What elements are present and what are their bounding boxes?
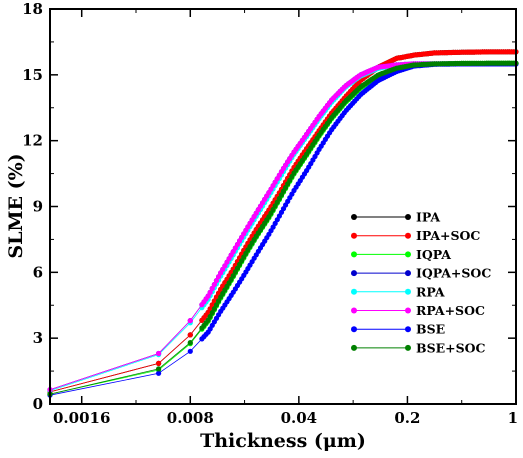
data-point [213, 294, 220, 300]
legend-label: BSE+SOC [416, 340, 486, 355]
legend-item: BSE [351, 322, 445, 337]
y-tick-label: 6 [33, 263, 43, 281]
legend-swatch-dot [405, 344, 411, 351]
y-tick-label: 18 [22, 0, 43, 18]
data-point [230, 273, 236, 279]
legend: IPA IPA+SOC IQPA IQPA+SOC RPA RPA+SOC BSE BSE+S… [351, 210, 491, 355]
data-point [209, 285, 215, 291]
legend-swatch-dot [405, 288, 411, 295]
legend-label: IQPA+SOC [416, 266, 491, 281]
legend-item: BSE+SOC [351, 340, 486, 355]
legend-label: BSE [416, 322, 445, 337]
data-point [156, 370, 162, 376]
axis-layer: 0 3 6 9 12 15 18 0.0016 0.008 0.04 0.2 1 [22, 0, 518, 427]
legend-label: IPA+SOC [416, 228, 480, 243]
y-tick-label: 0 [33, 395, 43, 413]
data-point [211, 298, 217, 304]
legend-swatch-dot [405, 232, 411, 239]
legend-item: RPA [351, 284, 445, 299]
legend-swatch-dot [351, 214, 357, 220]
data-point [156, 366, 162, 372]
legend-swatch-dot [405, 214, 411, 220]
y-tick-label: 12 [22, 132, 43, 150]
legend-item: IPA+SOC [351, 228, 480, 243]
data-point [209, 302, 215, 308]
legend-swatch-dot [351, 344, 357, 351]
legend-label: RPA [416, 284, 445, 299]
legend-swatch-dot [351, 307, 357, 314]
y-tick-label: 9 [33, 198, 43, 216]
data-point [234, 265, 241, 271]
data-point [213, 302, 220, 308]
y-tick-label: 15 [22, 66, 43, 84]
data-point [187, 340, 193, 346]
data-point [213, 278, 220, 284]
legend-item: IQPA [351, 247, 451, 262]
legend-swatch-dot [405, 270, 411, 277]
y-tick-label: 3 [33, 329, 43, 347]
data-point [207, 313, 213, 320]
data-point [211, 306, 217, 312]
y-axis-title: SLME (%) [5, 153, 27, 258]
legend-swatch-dot [405, 326, 411, 333]
x-tick-label: 1 [508, 409, 518, 427]
legend-swatch-dot [351, 270, 357, 277]
data-point [216, 274, 222, 280]
x-tick-label: 0.008 [167, 409, 214, 427]
legend-swatch-dot [405, 307, 411, 314]
data-point [207, 306, 213, 312]
x-axis-title: Thickness (μm) [200, 430, 366, 452]
legend-swatch-dot [351, 288, 357, 295]
data-point [216, 298, 222, 304]
legend-item: RPA+SOC [351, 303, 485, 318]
x-tick-label: 0.0016 [53, 409, 110, 427]
legend-swatch-dot [351, 326, 357, 333]
data-point [187, 332, 193, 338]
legend-item: IQPA+SOC [351, 266, 491, 281]
legend-item: IPA [351, 210, 440, 225]
x-tick-label: 0.2 [394, 409, 420, 427]
data-point [156, 360, 162, 366]
legend-swatch-dot [405, 251, 411, 258]
data-point [156, 350, 162, 357]
x-tick-label: 0.04 [281, 409, 318, 427]
legend-label: IQPA [416, 247, 451, 262]
series-layer [47, 49, 519, 398]
data-point [216, 290, 222, 296]
data-point [187, 348, 193, 354]
data-point [211, 281, 217, 288]
legend-label: RPA+SOC [416, 303, 485, 318]
series-bse-plus-soc [47, 60, 519, 397]
data-point [209, 310, 215, 316]
legend-label: IPA [416, 210, 440, 225]
data-point [207, 289, 213, 295]
data-point [187, 318, 193, 324]
legend-swatch-dot [351, 232, 357, 239]
legend-swatch-dot [351, 251, 357, 258]
